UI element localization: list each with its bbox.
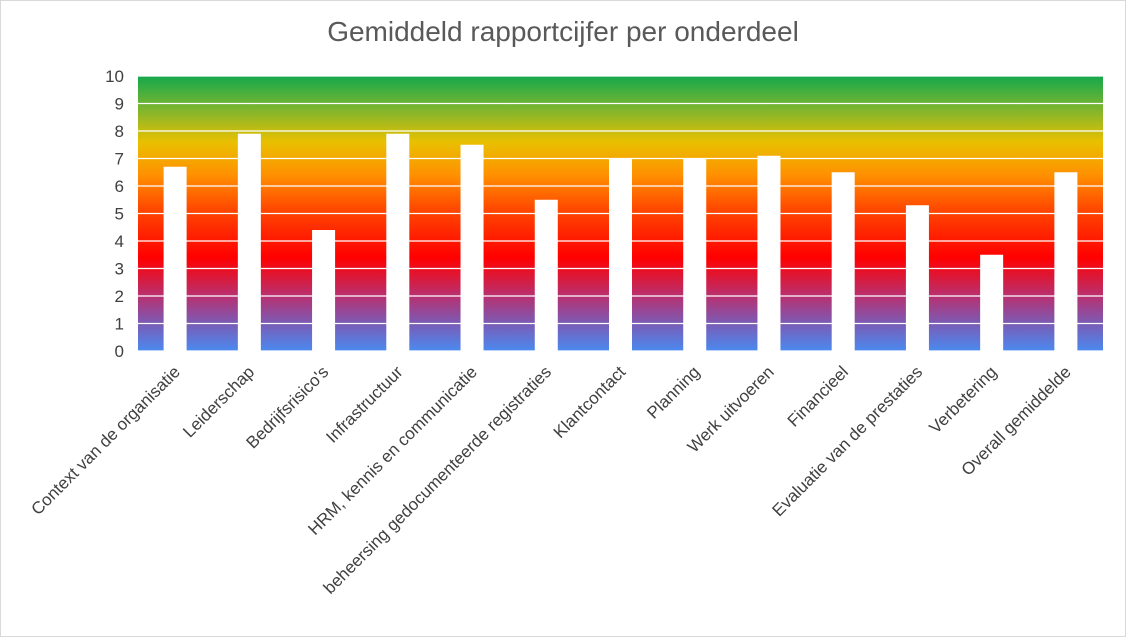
y-tick-label: 0 [115,342,124,361]
y-tick-label: 1 [115,315,124,334]
bar [905,205,929,351]
y-tick-label: 2 [115,287,124,306]
bar [237,133,261,351]
x-tick-label: Financieel [784,362,852,430]
y-tick-label: 3 [115,260,124,279]
y-tick-label: 4 [115,232,124,251]
bar [608,158,633,351]
bar [1054,172,1078,351]
bar [980,254,1004,351]
y-tick-label: 5 [115,205,124,224]
y-tick-label: 8 [115,122,124,141]
y-tick-label: 7 [115,150,124,169]
y-tick-label: 10 [105,67,124,86]
bar [757,155,781,351]
x-tick-label: Leiderschap [179,362,258,441]
bar [460,144,484,351]
bar [831,172,855,351]
x-tick-label: Context van de organisatie [27,362,183,518]
bar [534,199,558,351]
y-tick-label: 9 [115,95,124,114]
x-tick-label: Verbetering [926,362,1001,437]
x-tick-label: Infrastructuur [322,362,406,446]
x-tick-label: Evaluatie van de prestaties [768,362,926,520]
bar [386,133,410,351]
x-tick-label: Planning [643,362,703,422]
bar [312,230,336,351]
x-tick-label: Klantcontact [550,362,630,442]
bar [163,166,187,351]
chart-title: Gemiddeld rapportcijfer per onderdeel [327,16,799,47]
y-tick-label: 6 [115,177,124,196]
bar [683,158,707,351]
